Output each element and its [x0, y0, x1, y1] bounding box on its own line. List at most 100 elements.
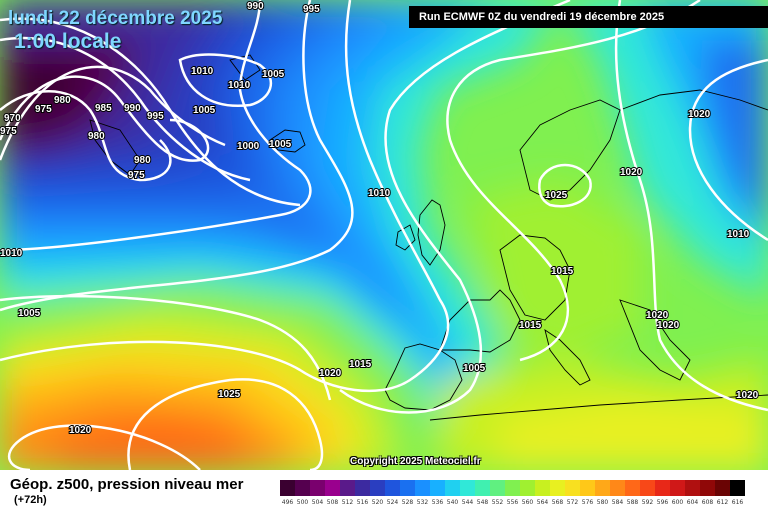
scandinavia-coast — [519, 99, 621, 201]
isobar-label: 1015 — [349, 359, 372, 370]
scale-label: 580 — [596, 499, 609, 506]
scale-label: 552 — [491, 499, 504, 506]
scale-swatch — [415, 480, 430, 496]
isobar-label: 980 — [134, 155, 151, 166]
isobar-label: 1010 — [727, 229, 750, 240]
isobar-1020-east — [614, 0, 768, 412]
isobar-1015-east — [446, 0, 701, 362]
svalbard-coast — [229, 54, 261, 81]
scale-swatch — [640, 480, 655, 496]
scale-swatch — [310, 480, 325, 496]
isobar-label: 1015 — [551, 266, 574, 277]
italy-coast — [544, 328, 591, 386]
isobar-label: 1015 — [519, 320, 542, 331]
scale-label: 496 — [281, 499, 294, 506]
scale-swatch — [475, 480, 490, 496]
scale-swatch — [565, 480, 580, 496]
scale-label: 504 — [311, 499, 324, 506]
isobar-label: 995 — [303, 4, 320, 15]
scale-label: 612 — [716, 499, 729, 506]
isobar-1005 — [0, 0, 354, 312]
isobar-label: 1005 — [262, 69, 285, 80]
copyright-text: Copyright 2025 Meteociel.fr — [350, 456, 481, 467]
isobar-label: 985 — [95, 103, 112, 114]
scale-swatch — [280, 480, 295, 496]
lead-time: (+72h) — [14, 494, 47, 506]
isobar-label: 1020 — [319, 368, 342, 379]
scale-swatch — [610, 480, 625, 496]
scale-label: 572 — [566, 499, 579, 506]
scale-label: 576 — [581, 499, 594, 506]
scale-label: 544 — [461, 499, 474, 506]
scale-swatch — [385, 480, 400, 496]
scale-label: 532 — [416, 499, 429, 506]
scale-swatch — [730, 480, 745, 496]
isobar-label: 1010 — [228, 80, 251, 91]
scale-swatch — [295, 480, 310, 496]
isobar-label: 1010 — [368, 188, 391, 199]
isobar-label: 975 — [35, 104, 52, 115]
color-scale-labels: 496 500 504 508 512 516 520 524 528 532 536 540 544 5… — [280, 499, 745, 506]
greenland-coast — [89, 119, 141, 176]
isobar-label: 1005 — [463, 363, 486, 374]
scale-label: 604 — [686, 499, 699, 506]
scale-swatch — [490, 480, 505, 496]
scale-swatch — [535, 480, 550, 496]
scale-swatch — [325, 480, 340, 496]
scale-label: 608 — [701, 499, 714, 506]
scale-swatch — [355, 480, 370, 496]
scale-label: 592 — [641, 499, 654, 506]
isobar-1025-closed — [538, 163, 592, 208]
weather-map: 970 975 975 980 980 980 975 985 990 995 … — [0, 0, 768, 470]
scale-label: 600 — [671, 499, 684, 506]
isobar-label: 1020 — [620, 167, 643, 178]
scale-label: 512 — [341, 499, 354, 506]
forecast-date: lundi 22 décembre 2025 — [8, 8, 223, 29]
scale-swatch — [520, 480, 535, 496]
scale-swatch — [445, 480, 460, 496]
isobar-985 — [0, 65, 226, 161]
scale-swatch — [670, 480, 685, 496]
isobar-980 — [0, 75, 210, 162]
isobar-label: 1005 — [193, 105, 216, 116]
isobar-label: 1025 — [218, 389, 241, 400]
isobar-label: 1020 — [688, 109, 711, 120]
isobar-1020-sw — [7, 424, 201, 470]
isobar-label: 975 — [128, 170, 145, 181]
scale-swatch — [595, 480, 610, 496]
isobar-label: 1020 — [657, 320, 680, 331]
scale-swatch — [700, 480, 715, 496]
scale-label: 568 — [551, 499, 564, 506]
scale-label: 520 — [371, 499, 384, 506]
scale-swatch — [505, 480, 520, 496]
scale-label: 500 — [296, 499, 309, 506]
isobar-label: 975 — [0, 126, 17, 137]
scale-label: 528 — [401, 499, 414, 506]
isobar-1015 — [339, 0, 571, 414]
scale-swatch — [685, 480, 700, 496]
color-scale — [280, 480, 745, 496]
scale-label: 536 — [431, 499, 444, 506]
isobar-label: 1000 — [237, 141, 260, 152]
isobar-1015-west — [0, 294, 332, 401]
isobar-label: 1005 — [269, 139, 292, 150]
scale-label: 596 — [656, 499, 669, 506]
isobar-1020-ne — [688, 58, 768, 242]
scale-label: 540 — [446, 499, 459, 506]
map-title: lundi 22 décembre 2025 1:00 locale — [8, 8, 222, 54]
balkans-coast — [619, 299, 691, 381]
scale-label: 564 — [536, 499, 549, 506]
scale-label: 560 — [521, 499, 534, 506]
isobar-975 — [0, 90, 172, 182]
scale-label: 508 — [326, 499, 339, 506]
geopotential-field: 970 975 975 980 980 980 975 985 990 995 … — [0, 0, 768, 470]
scale-swatch — [655, 480, 670, 496]
isobar-label-group: 970 975 975 980 980 980 975 985 990 995 … — [0, 0, 760, 437]
scale-label: 524 — [386, 499, 399, 506]
france-coast — [439, 289, 521, 353]
scale-label: 548 — [476, 499, 489, 506]
isobar-1010 — [0, 0, 450, 393]
isobar-lines — [0, 0, 768, 470]
scale-swatch — [460, 480, 475, 496]
iberia-coast — [384, 343, 463, 411]
